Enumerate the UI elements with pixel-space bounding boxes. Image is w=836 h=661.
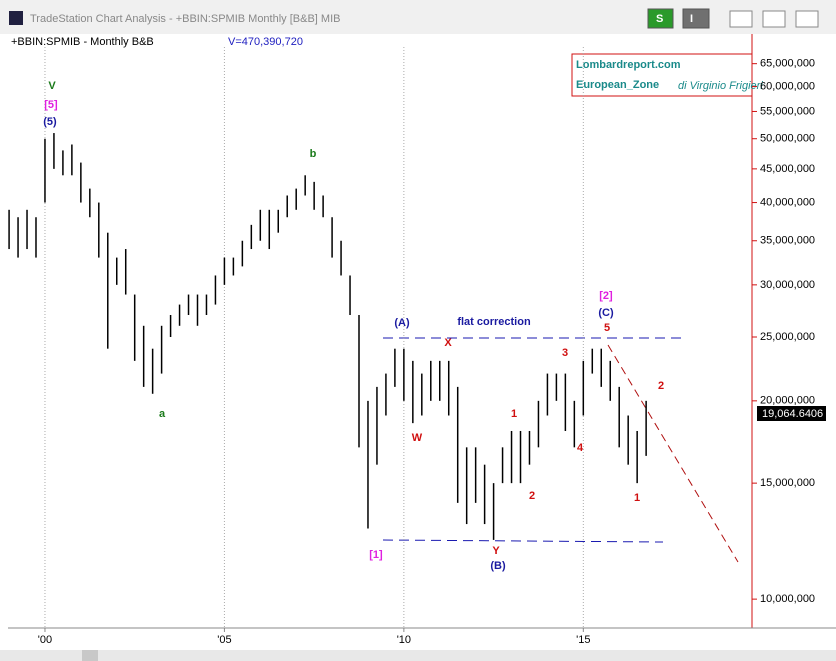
wave-label: 1 bbox=[511, 408, 517, 420]
wave-label: 2 bbox=[658, 380, 664, 392]
indicator-button[interactable] bbox=[682, 8, 710, 29]
wave-label: 4 bbox=[577, 442, 584, 454]
y-tick-label: 50,000,000 bbox=[760, 133, 815, 145]
last-price-box bbox=[757, 406, 826, 421]
wave-label: W bbox=[412, 432, 423, 444]
wave-label: Y bbox=[492, 545, 500, 557]
x-tick-label: '05 bbox=[217, 634, 231, 646]
x-tick-label: '10 bbox=[397, 634, 411, 646]
strategy-button-label: S bbox=[656, 13, 663, 25]
wave-label: b bbox=[310, 148, 317, 160]
last-price-label: 19,064.6406 bbox=[762, 408, 823, 420]
x-tick-label: '15 bbox=[576, 634, 590, 646]
strategy-button[interactable] bbox=[647, 8, 674, 29]
y-tick-label: 55,000,000 bbox=[760, 105, 815, 117]
indicator-button-label: I bbox=[690, 13, 693, 25]
wave-label: a bbox=[159, 408, 166, 420]
wave-label: (5) bbox=[43, 116, 57, 128]
chart-title: +BBIN:SPMIB - Monthly B&B bbox=[11, 36, 154, 48]
close-button[interactable] bbox=[795, 10, 819, 28]
window-title: TradeStation Chart Analysis - +BBIN:SPMI… bbox=[30, 13, 340, 25]
trend-line bbox=[607, 344, 739, 563]
wave-label: V bbox=[48, 80, 56, 92]
wave-label: 2 bbox=[529, 490, 535, 502]
y-tick-label: 40,000,000 bbox=[760, 196, 815, 208]
legend-line: European_Zone bbox=[576, 79, 659, 91]
wave-label: X bbox=[444, 337, 452, 349]
y-tick-label: 25,000,000 bbox=[760, 331, 815, 343]
wave-label: 5 bbox=[604, 322, 610, 334]
scroll-thumb[interactable] bbox=[82, 650, 98, 661]
wave-label: 3 bbox=[562, 347, 568, 359]
y-tick-label: 45,000,000 bbox=[760, 163, 815, 175]
legend-line: Lombardreport.com bbox=[576, 59, 681, 71]
wave-label: (C) bbox=[598, 307, 614, 319]
wave-label: [2] bbox=[599, 290, 613, 302]
wave-label: (B) bbox=[490, 560, 506, 572]
wave-label: flat correction bbox=[457, 316, 531, 328]
wave-label: (A) bbox=[394, 317, 410, 329]
volume-label: V=470,390,720 bbox=[228, 36, 303, 48]
y-tick-label: 30,000,000 bbox=[760, 279, 815, 291]
y-tick-label: 35,000,000 bbox=[760, 235, 815, 247]
legend-box bbox=[571, 53, 753, 97]
legend-line: di Virginio Frigieri bbox=[678, 80, 763, 92]
wave-label: 1 bbox=[634, 492, 640, 504]
wave-label: [5] bbox=[44, 99, 58, 111]
y-tick-label: 15,000,000 bbox=[760, 477, 815, 489]
maximize-button[interactable] bbox=[762, 10, 786, 28]
app-icon bbox=[9, 11, 23, 25]
minimize-button[interactable] bbox=[729, 10, 753, 28]
y-tick-label: 60,000,000 bbox=[760, 80, 815, 92]
scrollbar[interactable] bbox=[0, 650, 836, 661]
y-tick-label: 65,000,000 bbox=[760, 58, 815, 70]
wave-label: [1] bbox=[369, 549, 383, 561]
y-tick-label: 10,000,000 bbox=[760, 593, 815, 605]
channel-line bbox=[382, 539, 664, 543]
x-tick-label: '00 bbox=[38, 634, 52, 646]
y-tick-label: 20,000,000 bbox=[760, 395, 815, 407]
